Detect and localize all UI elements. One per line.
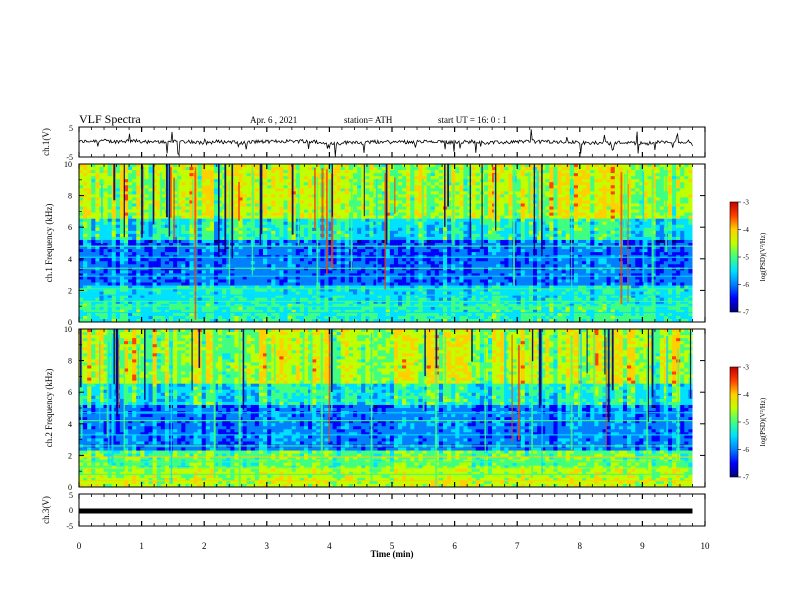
spectrogram-ytick-label: 2 [68,451,72,460]
colorbar-tick-label: -7 [743,309,749,317]
colorbar-tick-label: -4 [743,391,749,399]
ch3-ytick-bottom: -5 [66,522,73,531]
x-tick-label: 6 [452,541,457,551]
ch3-ytick-mid: 0 [69,506,73,515]
colorbar-tick-label: -3 [743,199,749,207]
colorbar-tick-label: -6 [743,446,749,454]
colorbar-tick-label: -5 [743,419,749,427]
date-label: Apr. 6 , 2021 [250,115,297,125]
x-axis-label: Time (min) [370,549,413,559]
x-tick-label: 2 [202,541,207,551]
x-tick-label: 3 [265,541,270,551]
figure-title: VLF Spectra [79,112,141,126]
ch3-ytick-top: 5 [69,491,73,500]
x-tick-label: 10 [701,541,711,551]
spectrogram-ytick-label: 8 [68,192,72,201]
spectrogram-ytick-label: 10 [64,325,72,334]
spectrogram-ytick-label: 4 [68,420,72,429]
x-tick-label: 7 [515,541,520,551]
ch2-spectrogram-image [79,329,705,487]
ch3-voltage-ylabel: ch.3(V) [41,496,51,524]
spectrogram-ytick-label: 6 [68,388,72,397]
x-tick-label: 8 [578,541,583,551]
colorbar-tick-label: -7 [743,474,749,482]
ch2-spectrogram-ylabel: ch.2 Frequency (kHz) [44,369,54,448]
colorbar-tick-label: -5 [743,254,749,262]
x-tick-label: 9 [640,541,645,551]
spectrogram-ytick-label: 4 [68,255,72,264]
ch1-spectrogram-image [79,164,705,322]
ch1-ytick-top: 5 [69,124,73,133]
colorbar-tick-label: -6 [743,281,749,289]
x-tick-label: 1 [139,541,144,551]
ch1-voltage-panel: 5 -5 ch.1(V) [41,124,705,162]
spectrogram-ytick-label: 10 [64,160,72,169]
station-label: station= ATH [344,115,393,125]
ch1-colorbar-label: log(PSD)(V²/Hz) [759,232,767,281]
ch2-colorbar: -3 -4 -5 -6 -7 log(PSD)(V²/Hz) [730,364,767,482]
x-tick-label: 0 [77,541,82,551]
colorbar-tick-label: -4 [743,226,749,234]
spectrogram-ytick-label: 2 [68,286,72,295]
start-time-label: start UT = 16: 0 : 1 [438,115,507,125]
ch2-colorbar-label: log(PSD)(V²/Hz) [759,397,767,446]
ch1-colorbar: -3 -4 -5 -6 -7 log(PSD)(V²/Hz) [730,199,767,317]
ch1-voltage-ylabel: ch.1(V) [41,128,51,156]
x-tick-label: 4 [327,541,332,551]
colorbar-tick-label: -3 [743,364,749,372]
spectrogram-ytick-label: 6 [68,223,72,232]
ch1-spectrogram-ylabel: ch.1 Frequency (kHz) [44,204,54,283]
ch3-voltage-panel: 5 0 -5 ch.3(V) [41,491,705,531]
spectrogram-ytick-label: 8 [68,357,72,366]
